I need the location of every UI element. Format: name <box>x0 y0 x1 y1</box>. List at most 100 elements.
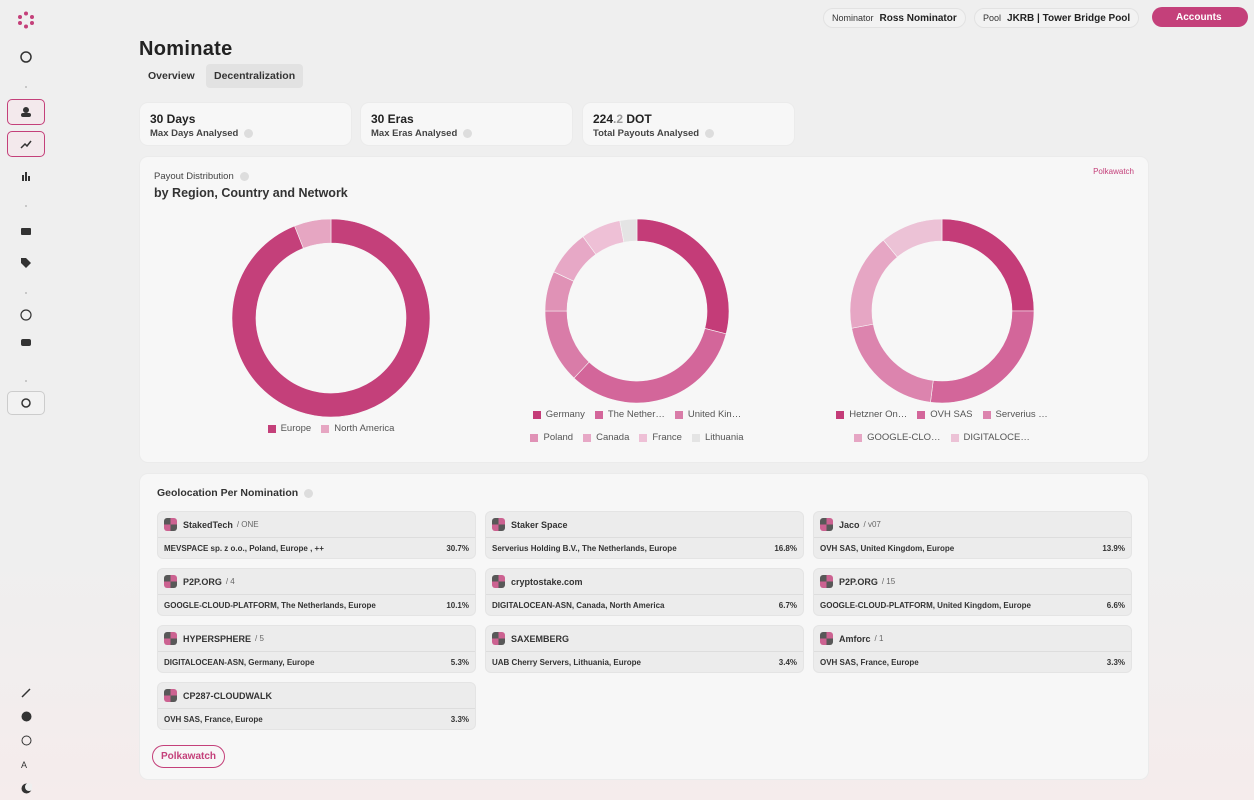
donut-segment <box>294 218 332 249</box>
nominator-pill[interactable]: Nominator Ross Nominator <box>823 8 966 28</box>
validator-name: cryptostake.com <box>511 576 583 587</box>
item-header: CP287-CLOUDWALK <box>158 683 475 709</box>
card-title: Payout Distribution <box>154 171 234 182</box>
share: 16.8% <box>774 543 797 553</box>
avatar <box>164 689 177 702</box>
location: GOOGLE-CLOUD-PLATFORM, The Netherlands, … <box>164 600 376 610</box>
legend-label: Europe <box>280 423 312 434</box>
nomination-item: SAXEMBERG UAB Cherry Servers, Lithuania, … <box>485 625 804 673</box>
item-body: OVH SAS, France, Europe 3.3% <box>814 652 1131 672</box>
stat-value: 30 Days <box>150 112 196 126</box>
legend-swatch <box>321 424 330 433</box>
validator-name: Jaco <box>839 519 860 530</box>
validator-name: StakedTech <box>183 519 233 530</box>
tab-active[interactable]: Decentralization <box>206 64 304 88</box>
item-header: P2P.ORG/ 15 <box>814 569 1131 595</box>
nomination-item: Amforc/ 1 OVH SAS, France, Europe 3.3% <box>813 625 1132 673</box>
nav-icon[interactable] <box>7 681 45 705</box>
nav-icon[interactable] <box>7 131 45 157</box>
avatar <box>164 518 177 531</box>
donut-segment <box>619 218 638 243</box>
card-title: Geolocation Per Nomination <box>157 487 299 499</box>
legend-swatch <box>530 433 539 442</box>
avatar <box>492 518 505 531</box>
nomination-item: CP287-CLOUDWALK OVH SAS, France, Europe 3.… <box>157 682 476 730</box>
legend: Germany The Nether… United Kin… Poland Canad… <box>507 409 767 443</box>
validator-name: CP287-CLOUDWALK <box>183 690 273 701</box>
nav-icon[interactable] <box>7 45 45 69</box>
nav-icon[interactable] <box>7 164 45 188</box>
nomination-grid: StakedTech / ONE MEVSPACE sp. z o.o., Pola… <box>157 511 1132 730</box>
nav-icon[interactable] <box>7 331 45 355</box>
avatar <box>820 518 833 531</box>
legend-item: Hetzner On… <box>836 409 907 420</box>
nav-icon[interactable] <box>7 391 45 415</box>
location: UAB Cherry Servers, Lithuania, Europe <box>492 657 641 667</box>
legend-item: Lithuania <box>691 432 744 443</box>
legend-item: Europe <box>267 423 312 434</box>
validator-name: Staker Space <box>511 519 568 530</box>
nav-icon[interactable] <box>7 704 45 728</box>
validator-name: P2P.ORG <box>183 576 222 587</box>
item-body: GOOGLE-CLOUD-PLATFORM, The Netherlands, … <box>158 595 475 615</box>
nomination-item: HYPERSPHERE/ 5 DIGITALOCEAN-ASN, Germany,… <box>157 625 476 673</box>
share: 3.3% <box>450 714 469 724</box>
legend-label: France <box>652 432 682 443</box>
nav-icon[interactable]: A <box>7 752 45 776</box>
item-header: cryptostake.com <box>486 569 803 595</box>
legend-item: OVH SAS <box>917 409 973 420</box>
legend-swatch <box>917 410 926 419</box>
nav-icon[interactable] <box>7 251 45 275</box>
legend-swatch <box>691 433 700 442</box>
legend-item: Poland <box>530 432 573 443</box>
stat-unit: DOT <box>626 112 652 126</box>
legend-swatch <box>583 433 592 442</box>
legend-label: Lithuania <box>704 432 744 443</box>
item-header: P2P.ORG/ 4 <box>158 569 475 595</box>
geolocation-card: Geolocation Per Nomination StakedTech / O… <box>140 474 1148 779</box>
item-header: StakedTech / ONE <box>158 512 475 538</box>
legend-item: Serverius … <box>982 409 1048 420</box>
item-body: Serverius Holding B.V., The Netherlands,… <box>486 538 803 558</box>
donut-segment <box>941 218 1035 312</box>
legend-item: United Kin… <box>674 409 741 420</box>
nav-icon[interactable] <box>7 728 45 752</box>
value: Ross Nominator <box>879 12 957 24</box>
item-body: DIGITALOCEAN-ASN, Germany, Europe 5.3% <box>158 652 475 672</box>
svg-text:A: A <box>21 760 27 770</box>
nav-icon[interactable] <box>7 303 45 327</box>
stat-card: 224.2 DOT Total Payouts Analysed <box>583 103 794 145</box>
nomination-item: P2P.ORG/ 15 GOOGLE-CLOUD-PLATFORM, United… <box>813 568 1132 616</box>
legend-label: Poland <box>543 432 574 443</box>
validator-name: HYPERSPHERE <box>183 633 252 644</box>
polkawatch-button[interactable]: Polkawatch <box>152 745 226 768</box>
location: OVH SAS, United Kingdom, Europe <box>820 543 955 553</box>
legend-swatch <box>267 424 276 433</box>
label: Pool <box>983 13 1002 23</box>
legend-item: DIGITALOCE… <box>950 432 1030 443</box>
nav-icon[interactable] <box>7 219 45 243</box>
accounts-button[interactable]: Accounts <box>1152 7 1248 27</box>
stat-card: 30 Eras Max Eras Analysed <box>361 103 572 145</box>
legend-swatch <box>639 433 648 442</box>
nav-icon[interactable] <box>7 776 45 800</box>
tab[interactable]: Overview <box>148 70 195 82</box>
item-body: OVH SAS, France, Europe 3.3% <box>158 709 475 729</box>
legend-item: GOOGLE-CLO… <box>854 432 941 443</box>
avatar <box>820 632 833 645</box>
label: Nominator <box>832 13 874 23</box>
source-link[interactable]: Polkawatch <box>1093 167 1134 176</box>
nav-icon[interactable] <box>7 99 45 125</box>
payout-card: Payout Distribution by Region, Country a… <box>140 157 1148 462</box>
item-header: SAXEMBERG <box>486 626 803 652</box>
legend-swatch <box>836 410 845 419</box>
value: JKRB | Tower Bridge Pool <box>1007 12 1131 24</box>
location: Serverius Holding B.V., The Netherlands,… <box>492 543 677 553</box>
stat-fraction: .2 <box>613 112 624 126</box>
nomination-item: Staker Space Serverius Holding B.V., The … <box>485 511 804 559</box>
legend-label: Serverius … <box>995 409 1048 420</box>
legend-swatch <box>674 410 683 419</box>
legend-label: GOOGLE-CLO… <box>867 432 941 443</box>
pool-pill[interactable]: Pool JKRB | Tower Bridge Pool <box>974 8 1140 28</box>
